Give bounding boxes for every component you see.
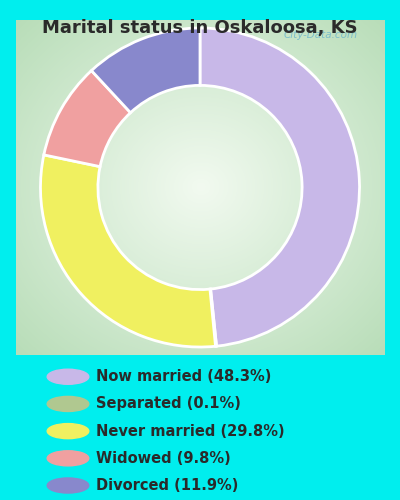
Text: City-Data.com: City-Data.com [283,30,358,40]
Circle shape [47,451,89,466]
Text: Marital status in Oskaloosa, KS: Marital status in Oskaloosa, KS [42,18,358,36]
Circle shape [47,396,89,411]
Circle shape [47,478,89,493]
Text: Widowed (9.8%): Widowed (9.8%) [96,451,231,466]
Circle shape [47,424,89,438]
Wedge shape [44,70,130,166]
Wedge shape [210,289,216,346]
Wedge shape [40,155,216,347]
Wedge shape [92,28,200,112]
Text: Never married (29.8%): Never married (29.8%) [96,424,285,438]
Circle shape [47,369,89,384]
Wedge shape [200,28,360,346]
Text: Divorced (11.9%): Divorced (11.9%) [96,478,238,493]
Text: Now married (48.3%): Now married (48.3%) [96,369,271,384]
Text: Separated (0.1%): Separated (0.1%) [96,396,241,411]
